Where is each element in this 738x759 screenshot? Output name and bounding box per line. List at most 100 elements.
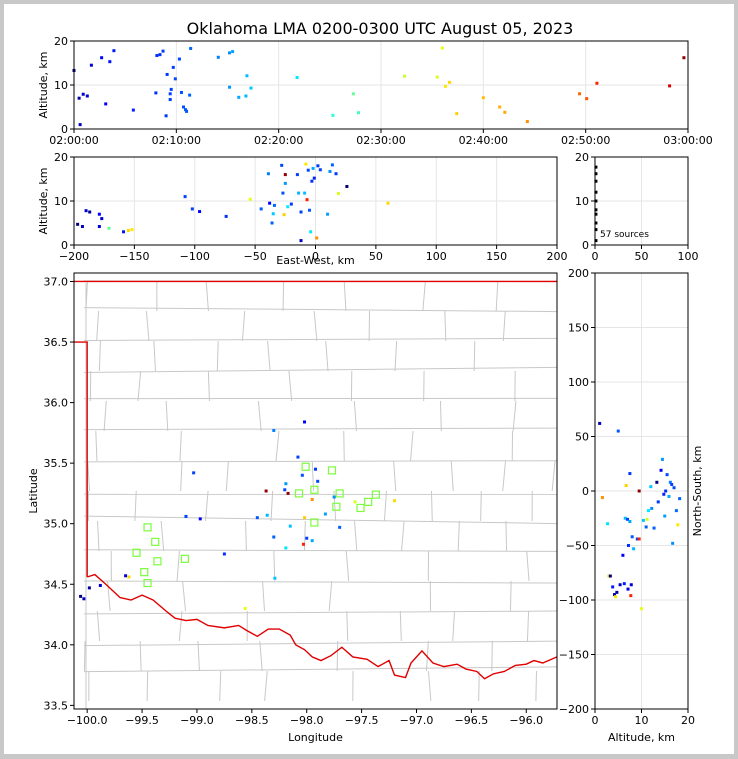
county-line xyxy=(552,461,555,491)
time-source-point xyxy=(441,47,444,50)
latitude-tick-label: 37.0 xyxy=(44,275,69,288)
altitude-tick-label: 20 xyxy=(54,35,68,48)
time-source-point xyxy=(228,86,231,89)
ns-tick-label: −100 xyxy=(559,594,589,607)
map-source-point xyxy=(82,597,85,600)
time-source-point xyxy=(668,84,671,87)
county-line xyxy=(453,611,455,641)
ew-source-point xyxy=(300,239,303,242)
county-line xyxy=(304,521,305,551)
ns-source-point xyxy=(606,522,609,525)
ew-source-point xyxy=(88,211,91,214)
ew-source-point xyxy=(127,229,130,232)
time-source-point xyxy=(82,93,85,96)
map-source-point xyxy=(302,543,305,546)
county-line xyxy=(179,611,182,641)
county-line xyxy=(527,551,529,581)
ns-source-point xyxy=(645,525,648,528)
county-line xyxy=(198,641,199,671)
ew-source-point xyxy=(303,192,306,195)
time-source-point xyxy=(79,123,82,126)
ew-source-point xyxy=(315,236,318,239)
ns-tick-label: 200 xyxy=(568,267,589,280)
county-line xyxy=(84,581,557,583)
county-line xyxy=(440,401,441,431)
time-source-point xyxy=(498,106,501,109)
ew-source-point xyxy=(345,185,348,188)
ns-source-point xyxy=(647,509,650,512)
map-source-point xyxy=(354,500,357,503)
map-source-point xyxy=(79,595,82,598)
county-line xyxy=(183,581,186,611)
county-line xyxy=(334,491,336,521)
ns-source-point xyxy=(663,515,666,518)
ns-source-point xyxy=(667,495,670,498)
time-source-point xyxy=(331,114,334,117)
ns-source-point xyxy=(666,473,669,476)
county-line xyxy=(347,611,348,641)
lma-station-marker xyxy=(154,558,161,565)
county-line xyxy=(226,461,228,491)
time-source-point xyxy=(682,56,685,59)
map-source-point xyxy=(283,488,286,491)
ew-tick-label: 50 xyxy=(369,250,383,263)
ns-source-point xyxy=(614,595,617,598)
ew-source-point xyxy=(191,207,194,210)
ns-source-point xyxy=(601,496,604,499)
lma-station-marker xyxy=(357,504,364,511)
county-line xyxy=(205,491,208,521)
map-source-point xyxy=(184,515,187,518)
county-line xyxy=(274,551,275,581)
county-line xyxy=(337,641,338,671)
map-source-point xyxy=(316,480,319,483)
ns-source-point xyxy=(646,518,649,521)
altitude-tick-label: 10 xyxy=(54,79,68,92)
county-line xyxy=(146,311,149,341)
ew-tick-label: 200 xyxy=(547,250,568,263)
time-source-point xyxy=(455,112,458,115)
county-line xyxy=(344,431,345,461)
county-line xyxy=(166,401,168,431)
county-line xyxy=(503,461,506,491)
ew-source-point xyxy=(328,170,331,173)
county-line xyxy=(394,461,396,491)
ns-source-point xyxy=(660,469,663,472)
county-line xyxy=(481,491,482,521)
county-line xyxy=(355,521,357,551)
figure-title: Oklahoma LMA 0200-0300 UTC August 05, 20… xyxy=(187,19,574,38)
time-source-point xyxy=(178,58,181,61)
latitude-tick-label: 35.0 xyxy=(44,518,69,531)
time-source-point xyxy=(155,54,158,57)
county-line xyxy=(346,551,348,581)
time-tick-label: 02:50:00 xyxy=(561,134,610,147)
time-tick-label: 02:20:00 xyxy=(254,134,303,147)
ns-source-point xyxy=(655,481,658,484)
county-line xyxy=(84,461,557,462)
county-line xyxy=(268,341,271,371)
ns-source-point xyxy=(678,497,681,500)
county-line xyxy=(147,671,148,701)
county-line xyxy=(431,491,432,521)
time-source-point xyxy=(78,97,81,100)
time-tick-label: 02:10:00 xyxy=(152,134,201,147)
time-tick-label: 02:30:00 xyxy=(356,134,405,147)
ew-source-point xyxy=(100,217,103,220)
ns-source-point xyxy=(621,554,624,557)
time-source-point xyxy=(86,95,89,98)
ew-tick-label: 100 xyxy=(426,250,447,263)
ns-tick-label: 100 xyxy=(568,376,589,389)
source-count-annotation: 57 sources xyxy=(600,230,649,240)
county-line xyxy=(220,671,221,701)
ns-tick-label: −150 xyxy=(559,649,589,662)
time-source-point xyxy=(166,73,169,76)
county-line xyxy=(513,401,516,431)
time-source-point xyxy=(578,92,581,95)
lma-station-marker xyxy=(181,555,188,562)
ew-tick-label: −100 xyxy=(180,250,210,263)
hist-altitude-tick-label: 20 xyxy=(575,151,589,164)
ns-source-point xyxy=(649,485,652,488)
ew-source-point xyxy=(310,180,313,183)
ns-source-point xyxy=(617,430,620,433)
ns-source-point xyxy=(629,594,632,597)
ew-source-point xyxy=(130,228,133,231)
